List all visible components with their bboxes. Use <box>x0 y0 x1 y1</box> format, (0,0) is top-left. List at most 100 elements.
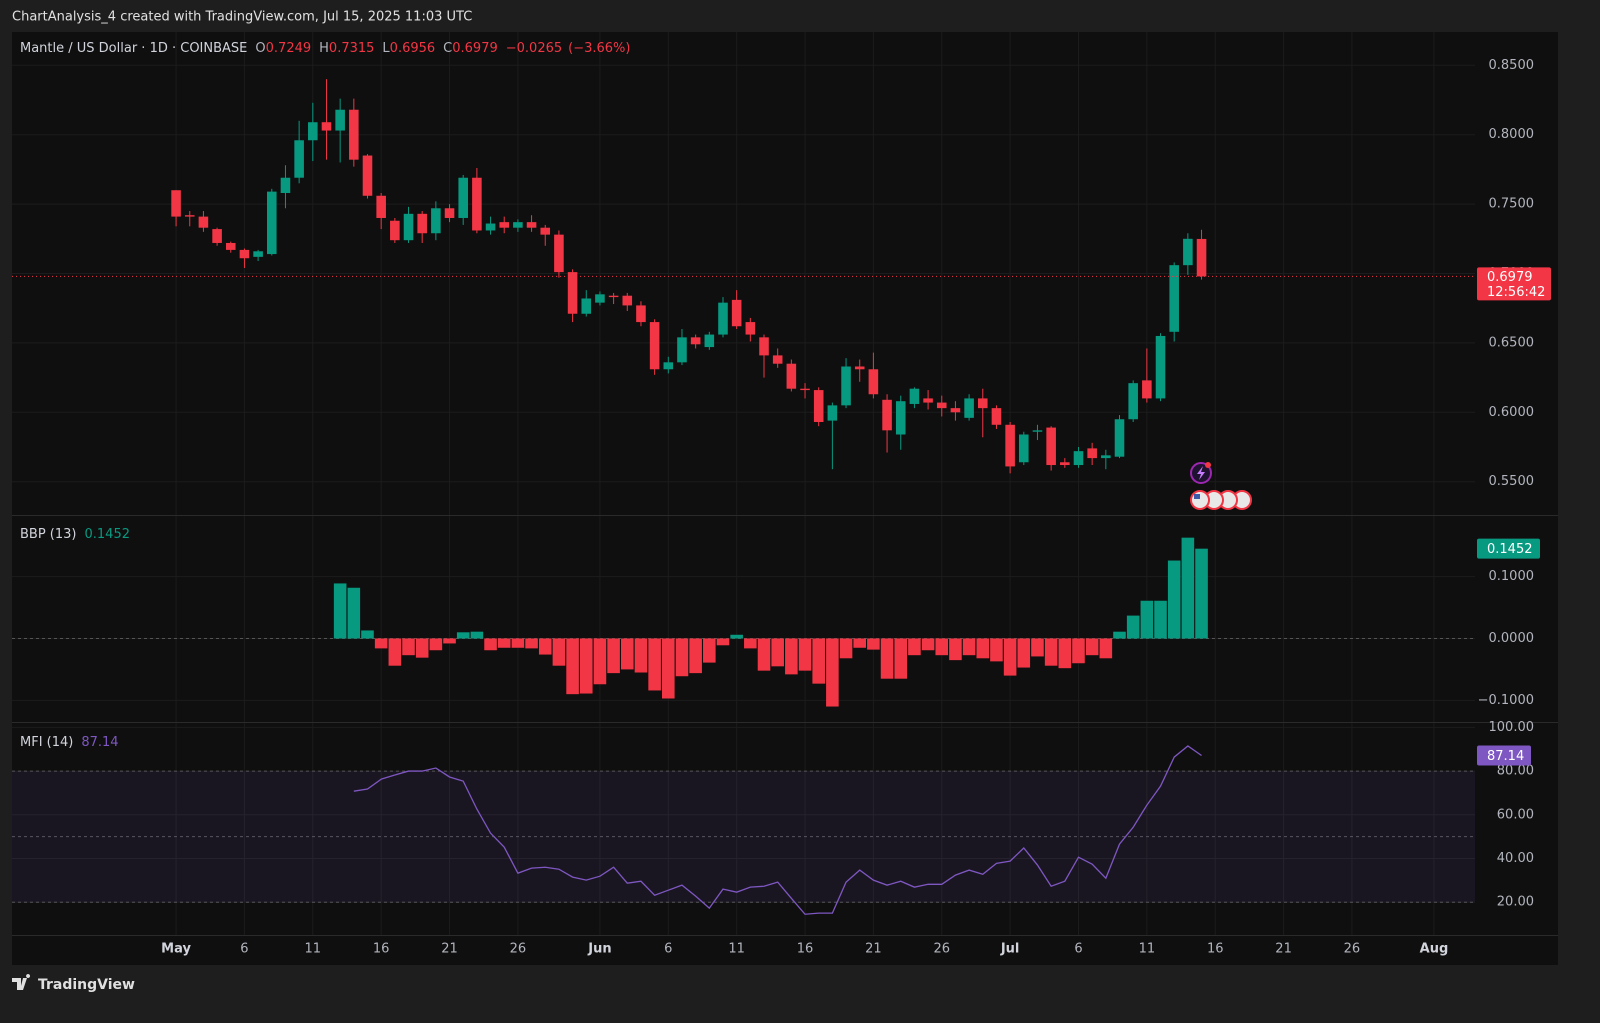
bbp-bar <box>333 583 347 639</box>
x-tick-label: 21 <box>441 942 458 957</box>
mfi-line <box>353 745 1202 915</box>
candle-body <box>1046 427 1056 466</box>
bbp-bar <box>908 638 921 656</box>
bbp-bar <box>771 638 784 667</box>
candle-body <box>431 208 441 234</box>
bbp-bar <box>552 638 566 666</box>
candle-body <box>690 337 701 345</box>
candle-body <box>731 299 742 327</box>
legend-value: 0.6979 <box>452 41 498 56</box>
legend: Mantle / US Dollar · 1D · COINBASE O0.724… <box>20 41 630 56</box>
candle-body <box>376 195 386 218</box>
y-tick-label: −0.1000 <box>1478 693 1534 708</box>
legend-change-pct: (−3.66%) <box>568 41 630 56</box>
logo <box>12 974 31 990</box>
bbp-bar <box>730 634 743 639</box>
bbp-bar <box>634 638 648 673</box>
candle-body <box>581 298 592 314</box>
bbp-bar <box>648 638 661 691</box>
candle-body <box>1019 434 1029 463</box>
bbp-bar <box>757 638 771 671</box>
candle-body <box>472 177 482 231</box>
x-tick-label: 16 <box>797 942 814 957</box>
candle-body <box>813 390 824 423</box>
candle-body <box>1005 424 1015 467</box>
bbp-bar <box>1017 638 1031 668</box>
bbp-bar <box>429 638 443 651</box>
candle-body <box>294 140 304 178</box>
bbp-bar <box>388 638 402 666</box>
bbp-bar <box>566 638 579 695</box>
bbp-bar <box>361 630 374 639</box>
candle-body <box>636 305 646 323</box>
candle-body <box>895 401 906 435</box>
candle-body <box>444 208 455 218</box>
candle-body <box>1101 455 1111 459</box>
candle-body <box>841 366 851 406</box>
bbp-bar <box>484 638 497 651</box>
candle-body <box>171 190 181 217</box>
legend-key: H <box>319 41 329 56</box>
last-value-box <box>1477 745 1531 766</box>
legend-key: C <box>443 41 452 56</box>
candle-body <box>266 191 277 255</box>
candle-body <box>677 337 687 363</box>
flag-icon <box>1194 494 1200 499</box>
last-value-box <box>1477 538 1540 559</box>
bbp-bar <box>456 632 470 639</box>
candle-body <box>1196 238 1207 277</box>
candle-body <box>1073 451 1084 466</box>
candle-body <box>335 109 345 131</box>
candle-body <box>239 249 250 259</box>
x-tick-label: 21 <box>1275 942 1292 957</box>
y-tick-label: 0.6000 <box>1489 405 1535 420</box>
bbp-bar <box>662 638 675 699</box>
candle-body <box>786 363 797 389</box>
bbp-bar <box>402 638 415 656</box>
countdown: 12:56:42 <box>1487 285 1545 300</box>
x-tick-label: 16 <box>373 942 390 957</box>
candle-body <box>772 355 783 364</box>
candle-body <box>540 227 551 235</box>
bbp-bar <box>525 638 538 649</box>
candle-body <box>1114 419 1125 457</box>
candle-body <box>321 122 332 131</box>
candle-body <box>1087 448 1097 459</box>
bbp-bar <box>990 638 1003 662</box>
bbp-bar <box>1154 600 1167 639</box>
candle-body <box>1169 265 1179 332</box>
legend-key: O <box>255 41 265 56</box>
y-tick-label: 60.00 <box>1497 807 1534 822</box>
bbp-bar <box>347 587 361 639</box>
bbp-bar <box>538 638 552 655</box>
candle-body <box>704 334 715 348</box>
bbp-bar <box>1003 638 1017 676</box>
candle-body <box>909 388 920 404</box>
bbp-bar <box>1113 631 1126 639</box>
candle-body <box>212 229 222 243</box>
candle-body <box>349 109 359 160</box>
y-tick-label: 0.1000 <box>1489 569 1535 584</box>
mfi-band <box>12 771 1475 903</box>
event-dot <box>1205 462 1211 468</box>
candle-body <box>513 222 523 228</box>
x-tick-label: 6 <box>240 942 248 957</box>
candle-body <box>718 302 728 335</box>
bbp-bar <box>921 638 935 651</box>
y-tick-label: 20.00 <box>1497 895 1534 910</box>
candle-body <box>1142 380 1152 399</box>
x-tick-label: Jul <box>1000 942 1020 957</box>
bbp-bar <box>1181 537 1195 639</box>
candle-body <box>1183 238 1193 266</box>
y-tick-label: 0.0000 <box>1489 631 1535 646</box>
mfi-legend: MFI (14) 87.14 <box>20 735 119 750</box>
x-tick-label: 26 <box>510 942 527 957</box>
bbp-legend: BBP (13) 0.1452 <box>20 527 130 542</box>
x-tick-label: May <box>161 942 191 957</box>
mfi-value: 87.14 <box>81 735 118 750</box>
bbp-bar <box>675 638 689 677</box>
y-tick-label: 0.5500 <box>1489 474 1535 489</box>
candle-body <box>198 216 209 228</box>
bbp-bar <box>976 638 990 659</box>
bbp-bar <box>1044 638 1058 666</box>
